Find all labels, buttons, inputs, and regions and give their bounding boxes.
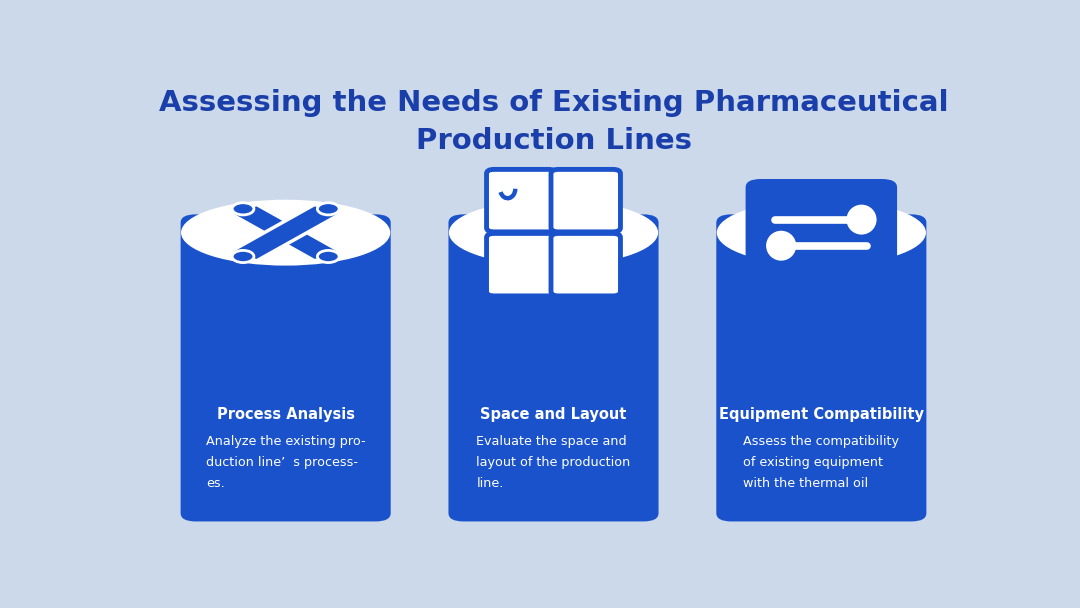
FancyBboxPatch shape <box>551 170 620 232</box>
FancyBboxPatch shape <box>486 170 556 232</box>
Polygon shape <box>229 204 342 261</box>
Text: Production Lines: Production Lines <box>416 127 691 155</box>
Text: Evaluate the space and
layout of the production
line.: Evaluate the space and layout of the pro… <box>476 435 631 489</box>
Circle shape <box>505 198 509 199</box>
FancyBboxPatch shape <box>180 215 391 522</box>
Ellipse shape <box>847 205 877 235</box>
Ellipse shape <box>232 250 254 263</box>
Ellipse shape <box>318 250 339 263</box>
Polygon shape <box>229 204 342 261</box>
FancyBboxPatch shape <box>486 233 556 296</box>
FancyBboxPatch shape <box>551 233 620 296</box>
Ellipse shape <box>766 230 796 261</box>
Ellipse shape <box>318 202 339 215</box>
Ellipse shape <box>232 202 254 215</box>
Text: Process Analysis: Process Analysis <box>217 407 354 422</box>
Text: Assess the compatibility
of existing equipment
with the thermal oil: Assess the compatibility of existing equ… <box>743 435 900 489</box>
FancyBboxPatch shape <box>448 215 659 522</box>
FancyBboxPatch shape <box>135 73 972 541</box>
Text: Analyze the existing pro-
duction line’  s process-
es.: Analyze the existing pro- duction line’ … <box>206 435 365 489</box>
Text: Assessing the Needs of Existing Pharmaceutical: Assessing the Needs of Existing Pharmace… <box>159 89 948 117</box>
Text: Equipment Compatibility: Equipment Compatibility <box>719 407 923 422</box>
Ellipse shape <box>717 199 926 266</box>
Ellipse shape <box>181 199 390 266</box>
FancyBboxPatch shape <box>745 179 897 286</box>
Ellipse shape <box>449 199 658 266</box>
FancyBboxPatch shape <box>716 215 927 522</box>
Text: Space and Layout: Space and Layout <box>481 407 626 422</box>
